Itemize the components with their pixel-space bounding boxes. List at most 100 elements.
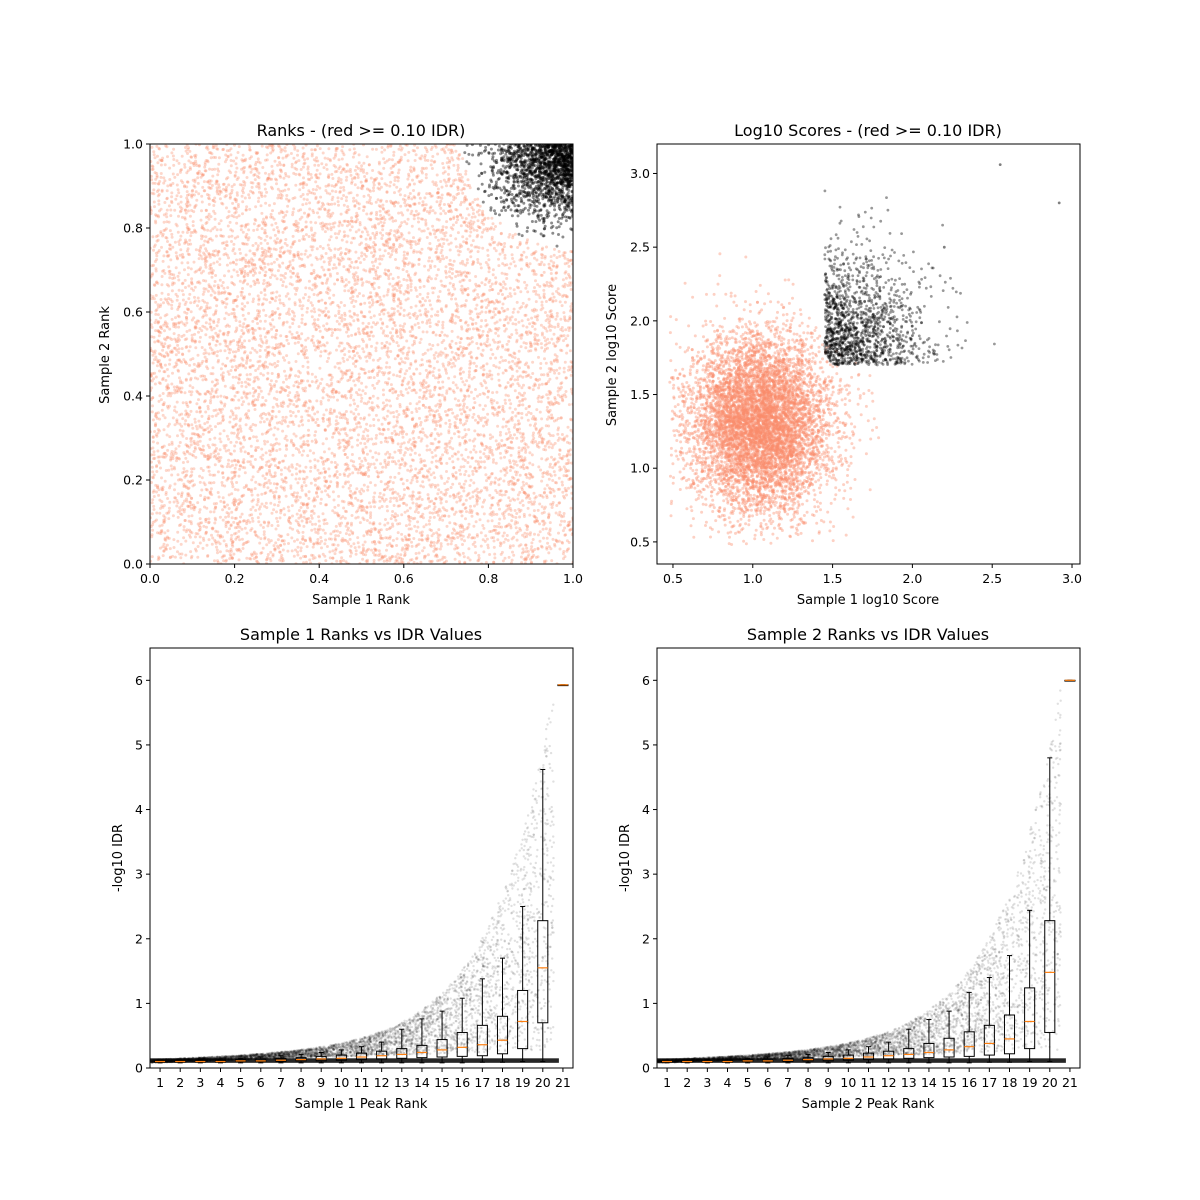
red-point [429, 163, 433, 167]
red-point [417, 193, 420, 197]
red-point [498, 517, 502, 521]
red-point [278, 312, 282, 316]
red-point [426, 280, 430, 283]
red-point [189, 409, 193, 413]
red-point [555, 376, 559, 380]
red-point [423, 196, 427, 200]
red-point [390, 249, 394, 253]
red-point [157, 146, 161, 150]
red-point [324, 559, 328, 563]
red-point [269, 387, 273, 391]
red-point [291, 322, 295, 325]
red-point [313, 527, 317, 531]
red-point [413, 311, 417, 315]
red-point [354, 299, 358, 303]
red-point [467, 428, 471, 432]
red-point [230, 459, 234, 463]
red-point [283, 389, 287, 393]
red-point [157, 249, 161, 252]
red-point [337, 494, 341, 498]
red-point [418, 372, 422, 376]
red-point [433, 286, 436, 290]
red-point [358, 462, 362, 466]
red-point [491, 222, 495, 226]
red-point [250, 478, 254, 482]
red-point [435, 541, 439, 545]
red-point [439, 206, 443, 210]
red-point [356, 186, 360, 190]
red-point [309, 220, 313, 224]
red-point [398, 463, 402, 467]
red-point [387, 158, 391, 161]
red-point [428, 264, 432, 268]
red-point [459, 377, 463, 380]
red-point [216, 551, 219, 555]
red-point [240, 512, 244, 516]
red-point [357, 153, 361, 157]
red-point [278, 516, 282, 520]
red-point [232, 552, 236, 556]
red-point [417, 436, 421, 439]
red-point [291, 258, 295, 262]
red-point [167, 297, 171, 300]
red-point [236, 235, 240, 239]
red-point [151, 436, 155, 439]
red-point [287, 509, 291, 513]
red-point [389, 383, 393, 387]
red-point [272, 260, 276, 264]
red-point [521, 503, 525, 507]
red-point [395, 231, 399, 235]
red-point [252, 228, 256, 232]
red-point [424, 381, 428, 385]
red-point [504, 287, 508, 291]
red-point [473, 536, 476, 540]
red-point [351, 464, 355, 468]
red-point [460, 284, 464, 288]
red-point [350, 514, 354, 517]
red-point [484, 386, 488, 390]
red-point [177, 321, 181, 325]
red-point [288, 263, 292, 267]
red-point [380, 496, 384, 500]
red-point [340, 157, 344, 161]
red-point [249, 170, 253, 174]
red-point [333, 282, 337, 286]
red-point [492, 458, 495, 462]
red-point [300, 317, 304, 321]
red-point [497, 264, 501, 268]
red-point [410, 544, 414, 548]
red-point [174, 451, 178, 455]
red-point [463, 473, 467, 477]
red-point [484, 319, 488, 322]
red-point [538, 428, 542, 432]
red-point [440, 462, 443, 466]
red-point [361, 294, 365, 298]
red-point [298, 464, 302, 468]
red-point [305, 183, 309, 187]
red-point [151, 235, 155, 239]
red-point [187, 514, 191, 518]
red-point [256, 200, 260, 203]
red-point [501, 250, 505, 254]
red-point [197, 248, 201, 252]
red-point [445, 470, 448, 473]
red-point [408, 402, 412, 406]
red-point [275, 277, 279, 281]
red-point [235, 270, 239, 274]
red-point [451, 474, 455, 478]
red-point [219, 464, 223, 468]
red-point [211, 536, 215, 540]
red-point [540, 417, 544, 421]
red-point [445, 413, 448, 417]
red-point [283, 466, 287, 470]
red-point [215, 304, 219, 308]
red-point [419, 420, 423, 424]
red-point [232, 183, 236, 187]
red-point [398, 299, 402, 303]
red-point [218, 448, 222, 452]
red-point [184, 238, 187, 242]
red-point [324, 503, 328, 507]
red-point [303, 252, 307, 256]
red-point [426, 373, 429, 377]
red-point [306, 413, 310, 417]
